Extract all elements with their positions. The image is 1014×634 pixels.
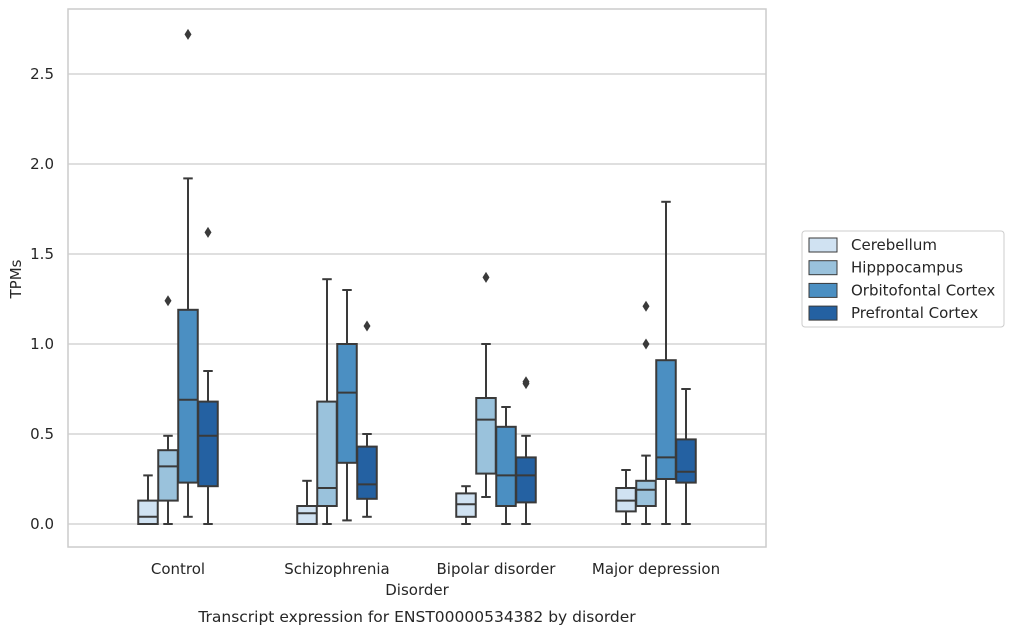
x-axis-label: Disorder xyxy=(385,581,449,599)
legend-frame xyxy=(801,230,1005,328)
outlier-point xyxy=(363,320,371,332)
legend-swatch xyxy=(808,282,838,298)
x-tick-label: Major depression xyxy=(592,560,720,578)
box-orbitofontal-cortex xyxy=(495,406,517,525)
box-prefrontal-cortex xyxy=(515,376,537,525)
box-hipppocampus xyxy=(157,295,179,525)
box-prefrontal-cortex xyxy=(197,226,219,525)
x-tick-label: Bipolar disorder xyxy=(437,560,557,578)
plot-area-frame xyxy=(67,8,767,548)
box-hipppocampus xyxy=(635,300,657,525)
box-iqr xyxy=(157,449,179,502)
box-orbitofontal-cortex xyxy=(177,28,199,518)
box-cerebellum xyxy=(137,474,159,526)
box-orbitofontal-cortex xyxy=(655,200,677,525)
box-iqr xyxy=(197,400,219,488)
box-prefrontal-cortex xyxy=(675,388,697,525)
box-iqr xyxy=(475,397,497,475)
box-plot-series xyxy=(137,28,697,526)
legend-swatch xyxy=(808,305,838,321)
outlier-point xyxy=(482,271,490,283)
outlier-point xyxy=(642,338,650,350)
box-hipppocampus xyxy=(316,278,338,525)
y-tick-label: 0.5 xyxy=(30,425,54,443)
legend-label: Hipppocampus xyxy=(851,259,963,277)
y-tick-label: 2.5 xyxy=(30,65,54,83)
box-iqr xyxy=(675,438,697,484)
y-tick-label: 0.0 xyxy=(30,515,54,533)
figure-caption: Transcript expression for ENST0000053438… xyxy=(197,608,636,626)
y-tick-label: 1.0 xyxy=(30,335,54,353)
outlier-point xyxy=(522,376,530,388)
outlier-point xyxy=(204,226,212,238)
x-tick-label: Schizophrenia xyxy=(284,560,389,578)
box-iqr xyxy=(515,456,537,504)
box-prefrontal-cortex xyxy=(356,320,378,518)
legend-swatch xyxy=(808,237,838,253)
box-iqr xyxy=(177,308,199,484)
box-iqr xyxy=(137,499,159,526)
box-iqr xyxy=(655,359,677,481)
legend-swatch xyxy=(808,260,838,276)
legend-label: Orbitofontal Cortex xyxy=(851,281,995,299)
y-tick-label: 1.5 xyxy=(30,245,54,263)
box-iqr xyxy=(356,445,378,500)
box-cerebellum xyxy=(615,469,637,525)
box-iqr xyxy=(635,479,657,507)
box-iqr xyxy=(495,425,517,507)
box-cerebellum xyxy=(296,479,318,525)
x-tick-label: Control xyxy=(151,560,205,578)
box-cerebellum xyxy=(455,485,477,525)
box-orbitofontal-cortex xyxy=(336,289,358,522)
outlier-point xyxy=(164,295,172,307)
y-tick-label: 2.0 xyxy=(30,155,54,173)
y-axis-ticks: 0.0 0.5 1.0 1.5 2.0 2.5 xyxy=(30,65,54,533)
box-iqr xyxy=(296,505,318,525)
outlier-point xyxy=(642,300,650,312)
box-iqr xyxy=(316,400,338,508)
box-iqr xyxy=(336,343,358,464)
box-hipppocampus xyxy=(475,271,497,498)
y-axis-label: TPMs xyxy=(7,259,25,299)
x-axis-ticks: Control Schizophrenia Bipolar disorder Majo… xyxy=(151,560,720,578)
legend: Cerebellum Hipppocampus Orbitofontal Corte… xyxy=(801,230,1005,328)
legend-label: Prefrontal Cortex xyxy=(851,304,978,322)
outlier-point xyxy=(184,28,192,40)
legend-label: Cerebellum xyxy=(851,236,937,254)
